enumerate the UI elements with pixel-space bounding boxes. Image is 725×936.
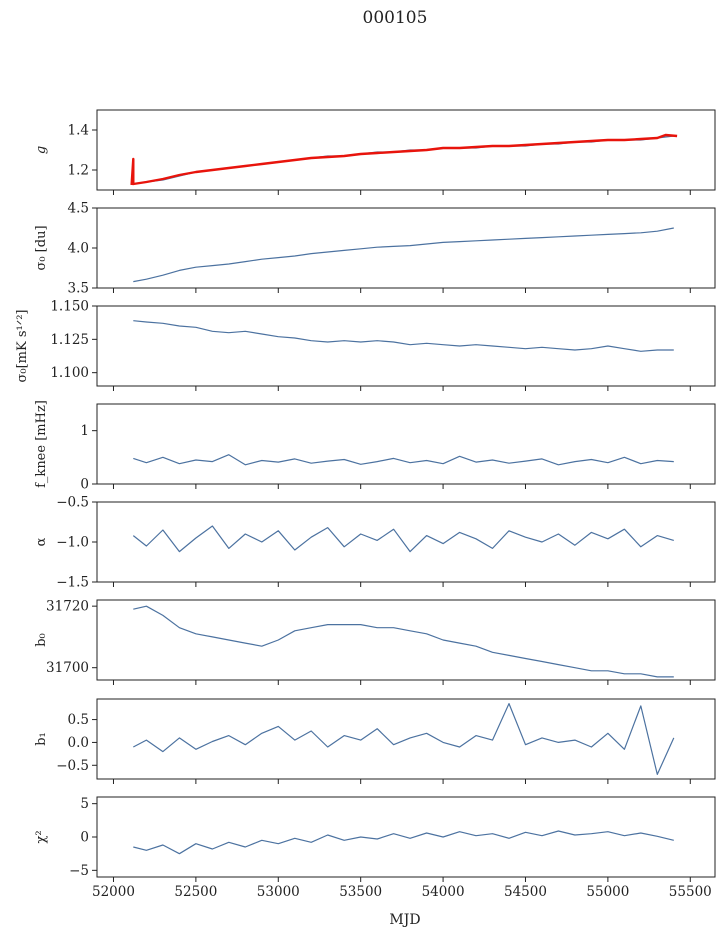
y-tick-label: 4.5 — [68, 201, 89, 217]
y-axis-label-alpha: α — [34, 537, 49, 546]
panel-g: 1.2 1.4 g — [34, 109, 716, 195]
y-axis-label-b0: b₀ — [34, 633, 49, 647]
series-line-sigma0_mks — [133, 320, 674, 352]
y-tick-label: −5 — [69, 863, 89, 879]
series-line-b0 — [133, 605, 674, 678]
y-tick-label: 0 — [80, 477, 89, 493]
y-tick-label: −1.5 — [56, 575, 89, 591]
y-tick-label: 1.4 — [68, 123, 89, 139]
x-tick-label: 54000 — [422, 884, 465, 900]
y-tick-label: 1.2 — [68, 163, 89, 179]
y-tick-label: 5 — [80, 796, 89, 812]
x-axis-label: MJD — [389, 912, 420, 928]
axes-frame-alpha — [96, 501, 716, 583]
panel-chi2: −5 0 5 52000 52500 53000 53500 54000 54500 55000 5… — [34, 796, 716, 900]
y-tick-label: 31700 — [46, 660, 89, 676]
y-tick-label: −0.5 — [56, 495, 89, 511]
y-axis-label-fknee: f_knee [mHz] — [34, 400, 49, 488]
series-line-chi2 — [133, 830, 674, 855]
y-tick-label: −0.5 — [56, 758, 89, 774]
axes-frame-sigma0 — [96, 207, 716, 289]
axes-frame-sigma0_mks — [96, 305, 716, 387]
x-tick-label: 53000 — [257, 884, 300, 900]
x-tick-label: 52500 — [174, 884, 217, 900]
panel-alpha: −1.5 −1.0 −0.5 α — [34, 495, 716, 591]
series-line-b1 — [133, 703, 675, 775]
panels: 1.2 1.4 g 3.5 4.0 4.5 σ₀ [du] 1.100 1.125 1.150 σ₀… — [15, 109, 716, 900]
panel-sigma0_mks: 1.100 1.125 1.150 σ₀[mK s¹ᐟ²] — [15, 299, 716, 391]
y-axis-label-b1: b₁ — [34, 732, 49, 746]
x-tick-label: 53500 — [339, 884, 382, 900]
axes-frame-g — [96, 109, 716, 191]
y-axis-label-g: g — [34, 146, 49, 154]
overlay-line-g — [130, 133, 678, 186]
axes-frame-fknee — [96, 403, 716, 485]
figure-title: 000105 — [363, 8, 428, 28]
x-tick-label: 55000 — [586, 884, 629, 900]
axes-frame-b1 — [96, 698, 716, 780]
x-tick-label: 55500 — [669, 884, 712, 900]
y-tick-label: −1.0 — [56, 535, 89, 551]
y-tick-label: 31720 — [46, 599, 89, 615]
y-axis-label-sigma0: σ₀ [du] — [34, 225, 49, 270]
y-tick-label: 0.5 — [68, 712, 89, 728]
y-tick-label: 3.5 — [68, 281, 89, 297]
x-tick-label: 54500 — [504, 884, 547, 900]
series-line-alpha — [132, 525, 674, 553]
series-line-g — [133, 135, 674, 185]
y-axis-label-chi2: χ² — [34, 830, 49, 843]
y-tick-label: 0.0 — [68, 735, 89, 751]
y-tick-label: 1.125 — [50, 332, 89, 348]
y-tick-label: 4.0 — [68, 241, 89, 257]
y-tick-label: 1 — [80, 423, 89, 439]
series-line-fknee — [133, 454, 674, 466]
series-line-sigma0 — [133, 227, 674, 283]
y-tick-label: 0 — [80, 830, 89, 846]
y-axis-label-sigma0_mks: σ₀[mK s¹ᐟ²] — [15, 310, 30, 383]
panel-b0: 31700 31720 b₀ — [34, 599, 716, 685]
x-tick-label: 52000 — [92, 884, 135, 900]
axes-frame-b0 — [96, 599, 716, 681]
panel-sigma0: 3.5 4.0 4.5 σ₀ [du] — [34, 201, 716, 297]
panel-b1: −0.5 0.0 0.5 b₁ — [34, 698, 716, 784]
panel-fknee: 0 1 f_knee [mHz] — [34, 400, 716, 493]
y-tick-label: 1.100 — [50, 365, 89, 381]
y-tick-label: 1.150 — [50, 299, 89, 315]
